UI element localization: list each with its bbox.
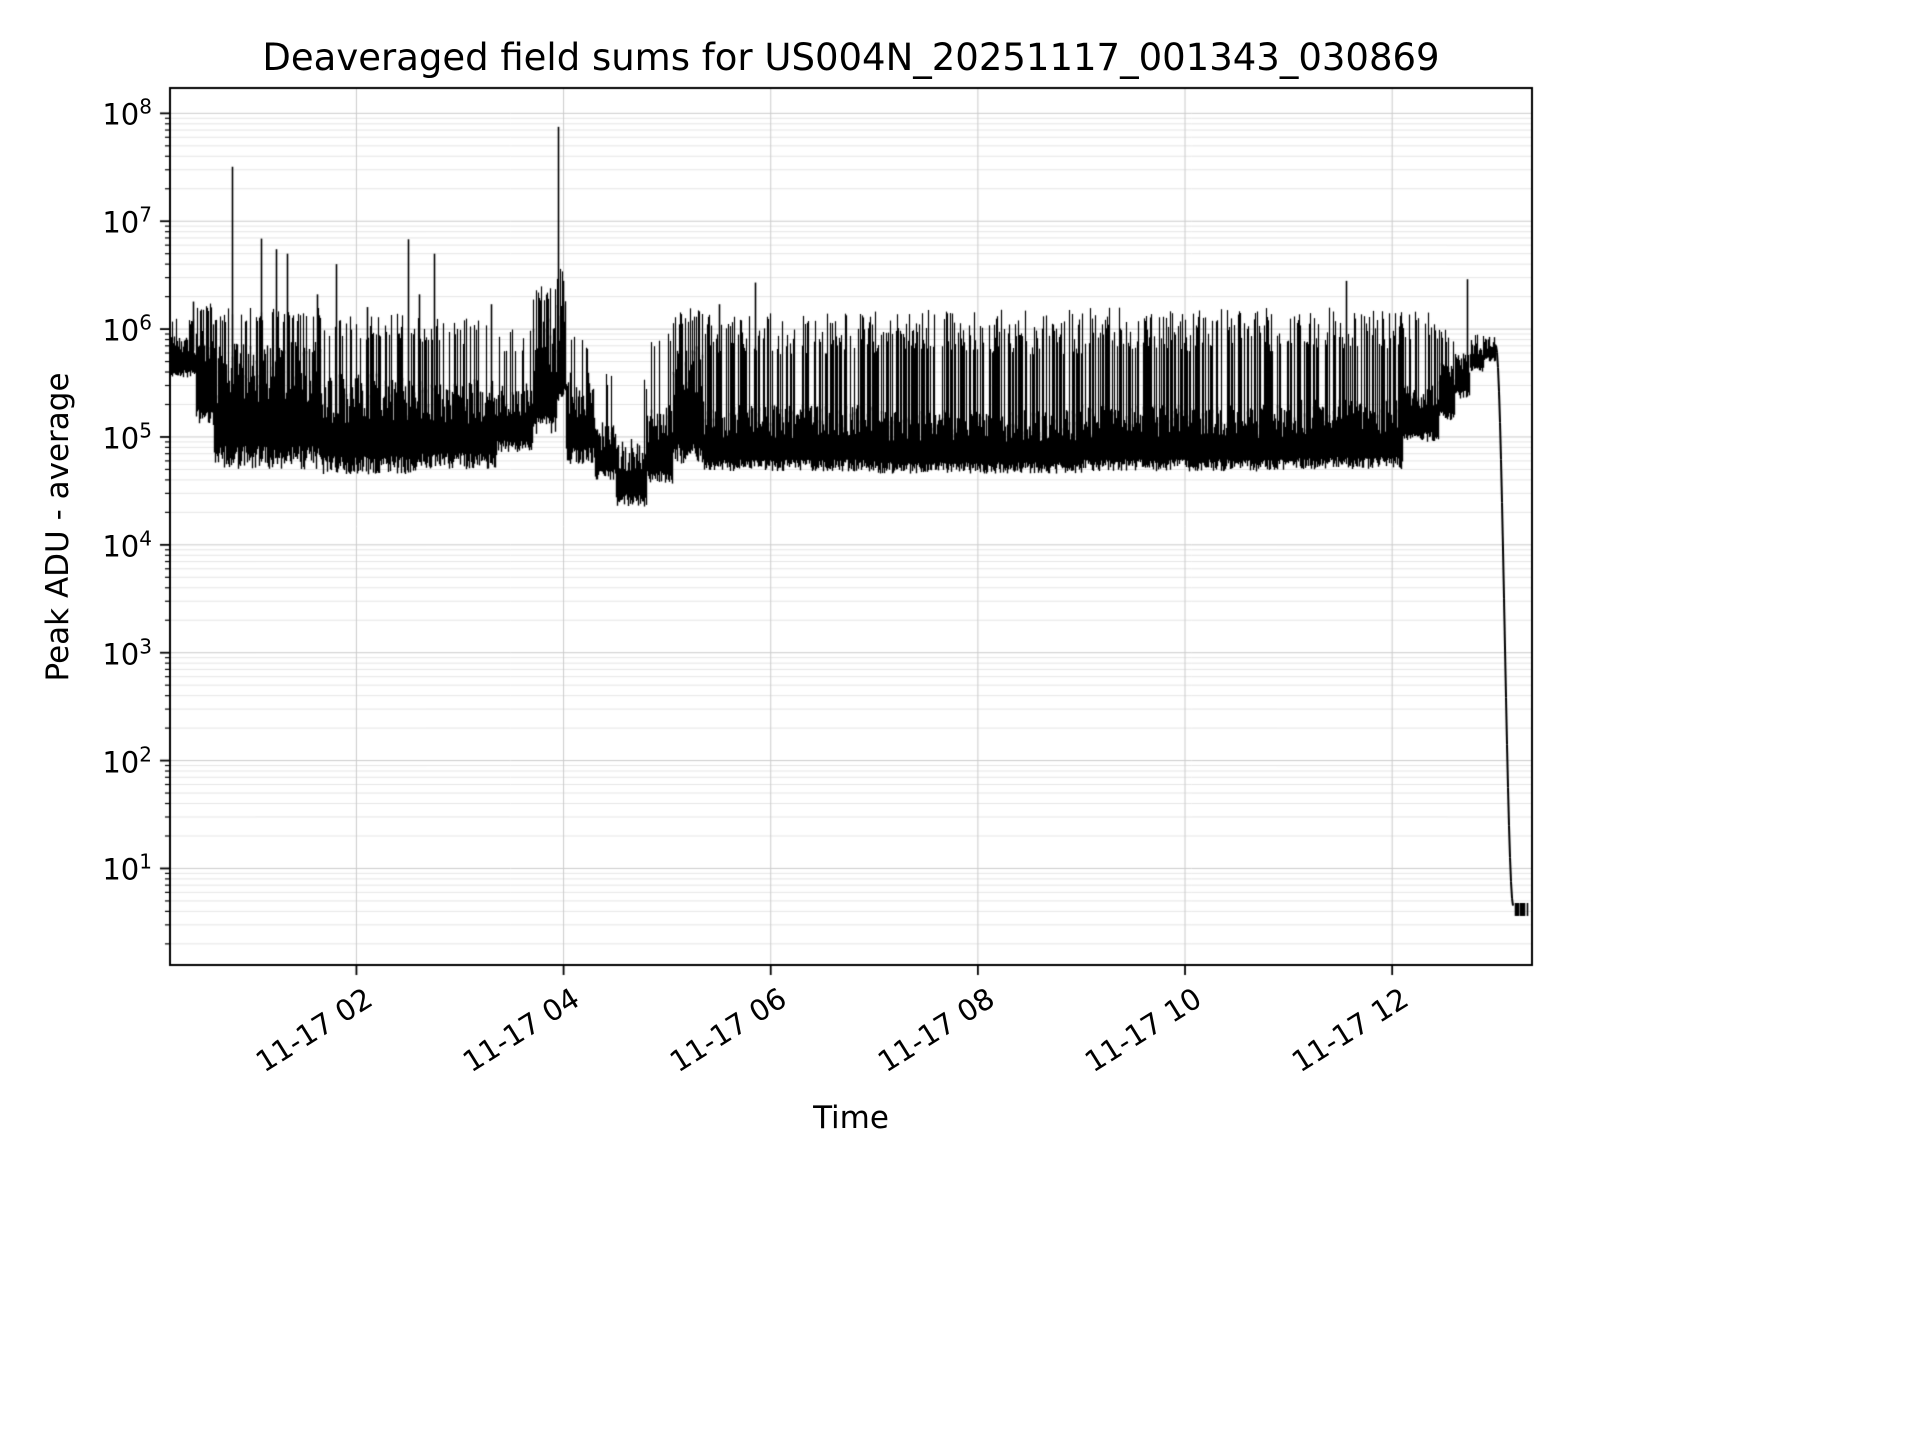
x-axis-label: Time [813,1100,889,1136]
y-tick-label: 104 [102,526,152,564]
y-tick-label: 106 [102,310,152,348]
y-tick-label: 107 [102,202,152,240]
y-tick-label: 101 [102,850,152,887]
y-tick-label: 105 [102,418,152,456]
y-tick-label: 103 [102,634,152,672]
chart-title: Deaveraged field sums for US004N_2025111… [262,36,1440,79]
y-tick-label: 102 [102,742,152,779]
y-tick-label: 108 [102,95,152,132]
